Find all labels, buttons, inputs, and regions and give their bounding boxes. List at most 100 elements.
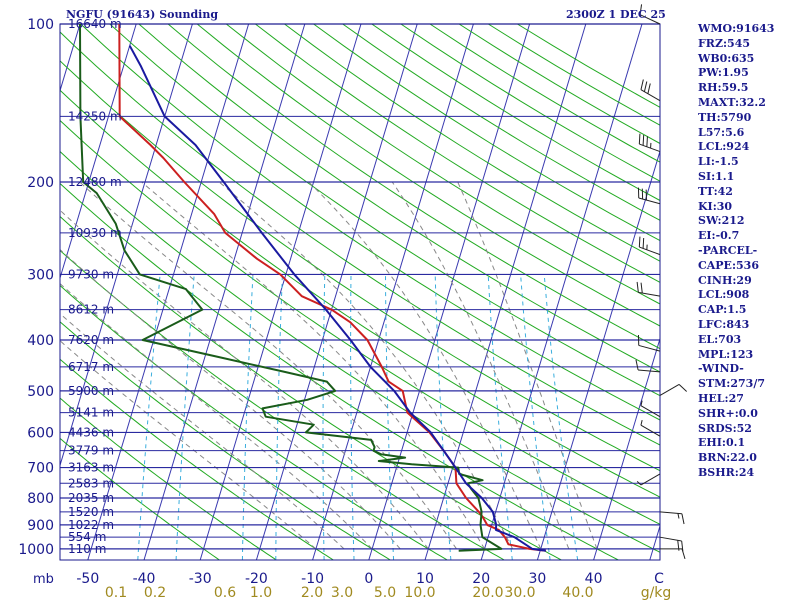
index-item: CINH:29: [698, 273, 752, 287]
moist-adiabat-line: [218, 181, 514, 550]
height-label: 5900 m: [68, 384, 114, 398]
mixing-ratio-tick-label: 1.0: [250, 585, 272, 600]
index-item: EL:703: [698, 332, 742, 346]
wind-barb-shaft: [659, 383, 680, 396]
wind-barb: [640, 420, 661, 437]
wind-barb: [636, 281, 661, 297]
wind-barb-shaft: [638, 344, 661, 352]
wind-barb-column: [635, 4, 687, 560]
mixing-ratio-tick-label: 30.0: [504, 585, 535, 600]
wind-barb: [639, 4, 661, 25]
wind-barb-flag: [642, 237, 645, 249]
dry-adiabat-line: [313, 23, 661, 242]
moist-adiabat-line: [59, 283, 373, 550]
temperature-tick-label: C: [654, 571, 664, 587]
height-label: 3163 m: [68, 461, 114, 475]
sounding-series: [79, 23, 546, 552]
height-label: 7620 m: [68, 333, 114, 347]
wind-barb: [635, 359, 661, 373]
mixing-ratio-tick-label: 0.6: [214, 585, 236, 600]
wind-barb-half: [640, 420, 643, 426]
height-label: 6717 m: [68, 360, 114, 374]
height-label: 2583 m: [68, 476, 114, 490]
wind-barb-shaft: [659, 536, 682, 542]
dry-adiabat-line: [342, 23, 661, 221]
wind-barb: [638, 236, 661, 256]
dry-adiabat-line: [400, 23, 661, 182]
index-item: FRZ:545: [698, 36, 751, 50]
wind-barb-flag: [678, 384, 687, 392]
plot-frame: [59, 23, 661, 561]
index-item: BRN:22.0: [698, 451, 757, 465]
isotherm-line: [87, 23, 250, 561]
index-item: MAXT:32.2: [698, 95, 766, 109]
isotherm-line: [59, 23, 193, 466]
temperature-tick-label: -30: [189, 571, 212, 587]
index-item: TT:42: [698, 184, 733, 198]
temperature-tick-label: 40: [585, 571, 603, 587]
index-item: LFC:843: [698, 317, 750, 331]
mixing-ratio-line: [275, 274, 283, 560]
pressure-tick-label: 1000: [18, 542, 54, 558]
moist-adiabat-line: [59, 209, 429, 550]
mixing-ratio-tick-label: 20.0: [472, 585, 503, 600]
index-item: SI:1.1: [698, 169, 735, 183]
index-item: LCL:908: [698, 288, 750, 302]
isotherm-line: [199, 23, 362, 561]
dry-adiabat-line: [59, 358, 334, 561]
pressure-tick-label: 900: [27, 518, 54, 534]
index-item: CAPE:536: [698, 258, 759, 272]
wind-barb-flag: [642, 134, 645, 146]
index-item: TH:5790: [698, 110, 752, 124]
chart-title: NGFU (91643) Sounding: [66, 8, 219, 21]
height-label: 10930 m: [68, 226, 122, 240]
parcel-line: [128, 45, 546, 552]
wind-barb: [638, 133, 661, 153]
height-label: 110 m: [68, 542, 106, 556]
wind-barb-flag: [638, 236, 641, 248]
wind-barb-shaft: [639, 143, 661, 153]
index-item: -PARCEL-: [698, 243, 758, 257]
temperature-tick-label: -40: [133, 571, 156, 587]
moist-adiabat-line: [79, 181, 457, 550]
wind-barb-half: [640, 400, 643, 406]
height-label: 1022 m: [68, 518, 114, 532]
dry-adiabat-line: [59, 321, 391, 561]
wind-barb-flag: [635, 359, 639, 371]
isotherm-line: [368, 23, 531, 561]
height-label: 5141 m: [68, 406, 114, 420]
wind-barb: [659, 383, 687, 396]
moist-adiabat-line: [59, 313, 345, 550]
wind-barb-shaft: [640, 405, 661, 418]
mixing-ratio-tick-label: 0.1: [105, 585, 127, 600]
dry-adiabat-line: [59, 120, 661, 525]
wind-barb-flag: [636, 281, 639, 293]
isotherm-line: [424, 23, 587, 561]
dry-adiabat-line: [59, 31, 661, 446]
index-item: HEL:27: [698, 391, 744, 405]
dry-adiabat-line: [255, 23, 661, 283]
wind-barb-flag: [643, 81, 648, 92]
pressure-tick-label: 200: [27, 175, 54, 191]
dry-adiabat-line: [59, 438, 220, 561]
isotherm-line: [593, 338, 661, 561]
index-item: BSHR:24: [698, 465, 755, 479]
index-item: LI:-1.5: [698, 155, 739, 169]
wind-barb: [637, 334, 661, 352]
index-item: PW:1.95: [698, 66, 749, 80]
temperature-tick-label: 30: [528, 571, 546, 587]
dry-adiabat-line: [59, 285, 448, 561]
pressure-tick-label: 500: [27, 384, 54, 400]
pressure-tick-label: 100: [27, 17, 54, 33]
wind-barb-shaft: [638, 369, 661, 373]
mixing-ratio-tick-label: 40.0: [562, 585, 593, 600]
index-list: WMO:91643 FRZ:545 WB0:635 PW:1.95 RH:59.5 MAX…: [698, 22, 774, 481]
wind-barb-shaft: [659, 511, 682, 515]
height-label: 4436 m: [68, 425, 114, 439]
wind-barb: [640, 400, 661, 418]
height-label: 9730 m: [68, 267, 114, 281]
wind-barb: [637, 187, 661, 205]
index-item: EI:-0.7: [698, 229, 740, 243]
wind-barb-shaft: [640, 424, 661, 437]
index-item: LCL:924: [698, 140, 750, 154]
